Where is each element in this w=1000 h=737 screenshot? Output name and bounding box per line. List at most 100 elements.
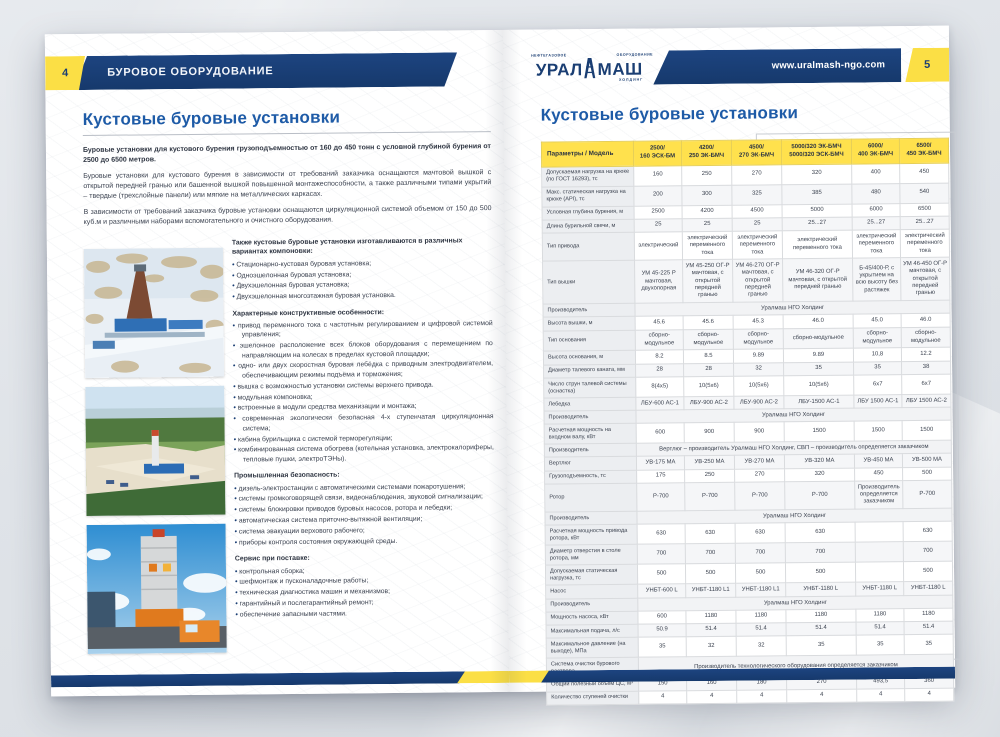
cell-value: 51.4	[904, 621, 954, 635]
cell-value: Р-700	[784, 481, 855, 511]
cell-value: ЛБУ 1500 АС-1	[853, 394, 902, 409]
list-item: контрольная сборка;	[235, 565, 495, 577]
logo-top-right-text: ОБОРУДОВАНИЕ	[616, 52, 654, 57]
cell-value	[855, 561, 904, 583]
cell-value: 45.3	[733, 315, 784, 329]
cell-value: ЛБУ-900 АС-2	[733, 395, 784, 410]
list-item: гарантийный и послегарантийный ремонт;	[235, 597, 495, 609]
cell-value: УНБТ-1180 L1	[735, 582, 786, 597]
row-label: Условная глубина бурения, м	[542, 205, 635, 220]
list-item: одно- или двух скоростная буровая лебёдк…	[233, 360, 493, 381]
cell-value: 630	[637, 524, 686, 545]
cell-value: 600	[636, 423, 685, 444]
cell-value: электрический переменного тока	[852, 229, 901, 259]
table-row: Ротор Р-700 Р-700 Р-700 Р-700 Производитель о…	[544, 480, 952, 513]
list-item: дизель-электростанции с автоматическими …	[234, 482, 494, 494]
cell-value: Р-700	[734, 481, 785, 511]
row-label: Насос	[545, 584, 638, 599]
list-item: системы громкоговорящей связи, видеонабл…	[234, 492, 494, 504]
column-header-parameters: Параметры / Модель	[541, 141, 634, 167]
intro-paragraph-2: В зависимости от требований заказчика бу…	[83, 204, 492, 226]
cell-value: 900	[734, 422, 785, 443]
website-url: www.uralmash-ngo.com	[771, 59, 886, 72]
list-item: обеспечение запасными частями.	[235, 608, 495, 620]
row-label: Тип вышки	[542, 260, 635, 305]
photo-winter-drilling-rig	[83, 247, 225, 378]
row-label: Производитель	[544, 511, 638, 526]
cell-value: 6500	[900, 202, 950, 217]
cell-value: 1180	[685, 609, 737, 624]
row-label: Допускаемая статическая нагрузка, тс	[545, 564, 638, 586]
cell-value: УМ 46-450 ОГ-Р мачтовая, с открытой пере…	[900, 257, 950, 301]
page-number-right: 5	[905, 48, 949, 82]
intro-lead-paragraph: Буровые установки для кустового бурения …	[82, 143, 491, 164]
cell-value: 35	[853, 361, 902, 376]
section-list: контрольная сборка;шефмонтаж и пусконала…	[235, 565, 495, 620]
cell-value: УНБТ-1180 L	[855, 581, 904, 596]
row-label: Производитель	[542, 303, 636, 318]
cell-value: 1180	[785, 608, 857, 623]
cell-value: 8(4х5)	[635, 376, 684, 398]
list-item: Стационарно-кустовая буровая установка;	[232, 258, 492, 270]
cell-value: 4	[904, 687, 954, 702]
cell-value: электрический переменного тока	[732, 231, 783, 260]
row-label: Грузоподъемность, тс	[544, 469, 637, 485]
row-label: Число струн талевой системы (оснастка)	[543, 377, 636, 399]
list-item: приборы контроля состояния окружающей ср…	[235, 536, 495, 548]
list-item: комбинированная система обогрева (котель…	[234, 444, 494, 465]
cell-value: 45.6	[683, 315, 734, 330]
cell-value: 28	[683, 363, 734, 377]
section-heading: Характерные конструктивные особенности:	[232, 308, 385, 318]
left-page-title: Кустовые буровые установки	[82, 107, 341, 129]
cell-value: 38	[901, 360, 951, 375]
list-item: автоматическая система приточно-вытяжной…	[234, 514, 494, 526]
cell-value: УВ-320 МА	[784, 454, 855, 469]
photo-column	[83, 247, 227, 663]
cell-value: 32	[733, 362, 784, 377]
cell-value: 35	[638, 637, 687, 658]
cell-value: УВ-175 МА	[636, 456, 685, 470]
cell-value: 500	[685, 563, 736, 584]
cell-value: 9.89	[783, 348, 854, 363]
left-band-bar: БУРОВОЕ ОБОРУДОВАНИЕ	[73, 52, 457, 90]
row-label: Производитель	[544, 443, 637, 458]
cell-value: электрический переменного тока	[900, 229, 950, 259]
cell-value: УНБТ-1180 L	[903, 581, 953, 596]
table-row: Тип привода электрический электрический пе…	[542, 229, 950, 262]
section-heading: Промышленная безопасность:	[234, 471, 340, 480]
cell-value: сборно-модульное	[733, 328, 784, 350]
cell-value: 1500	[854, 421, 903, 442]
cell-value: 600	[637, 610, 687, 625]
cell-value: 46.0	[783, 314, 854, 329]
cell-value: 25	[732, 217, 783, 232]
row-label: Количество ступеней очистки	[546, 690, 639, 706]
cell-value: сборно-модульное	[683, 328, 734, 351]
cell-value: 4	[686, 689, 737, 704]
left-footer-accent	[457, 671, 509, 683]
cell-value: 1180	[855, 608, 905, 623]
page-number-left: 4	[45, 56, 85, 90]
logo-top-left-text: НЕФТЕГАЗОВОЕ	[531, 53, 567, 58]
list-item: современная экологически безопасная 4-х …	[234, 412, 494, 433]
cell-value: 4	[736, 689, 787, 704]
cell-value: 51.4	[686, 623, 737, 638]
cell-value: 25...27	[900, 216, 950, 230]
cell-value: Б-45/400-Р, с укрытием на всю высоту без…	[852, 258, 901, 302]
row-label: Ротор	[544, 483, 637, 513]
cell-value: 500	[785, 562, 856, 583]
cell-value: электрический переменного тока	[782, 230, 853, 260]
logo-text-mash: МАШ	[597, 59, 643, 80]
cell-value: УМ 46-270 ОГ-Р мачтовая, с открытой пере…	[732, 259, 783, 303]
cell-value: УВ-270 МА	[734, 455, 785, 470]
cell-value	[855, 541, 904, 563]
section-list: дизель-электростанции с автоматическими …	[234, 482, 495, 548]
cell-value: УВ-250 МА	[684, 455, 735, 470]
row-label: Тип привода	[542, 232, 635, 262]
cell-value: 25...27	[852, 216, 901, 231]
cell-value: 25	[634, 218, 683, 233]
cell-value: 1500	[784, 421, 855, 443]
row-label: Лебедка	[543, 397, 636, 412]
cell-value: 1500	[902, 420, 952, 442]
cell-value: 51.4	[786, 622, 857, 637]
page-right: НЕФТЕГАЗОВОЕ ОБОРУДОВАНИЕ УРАЛ МАШ ХОЛДИ…	[502, 25, 961, 706]
